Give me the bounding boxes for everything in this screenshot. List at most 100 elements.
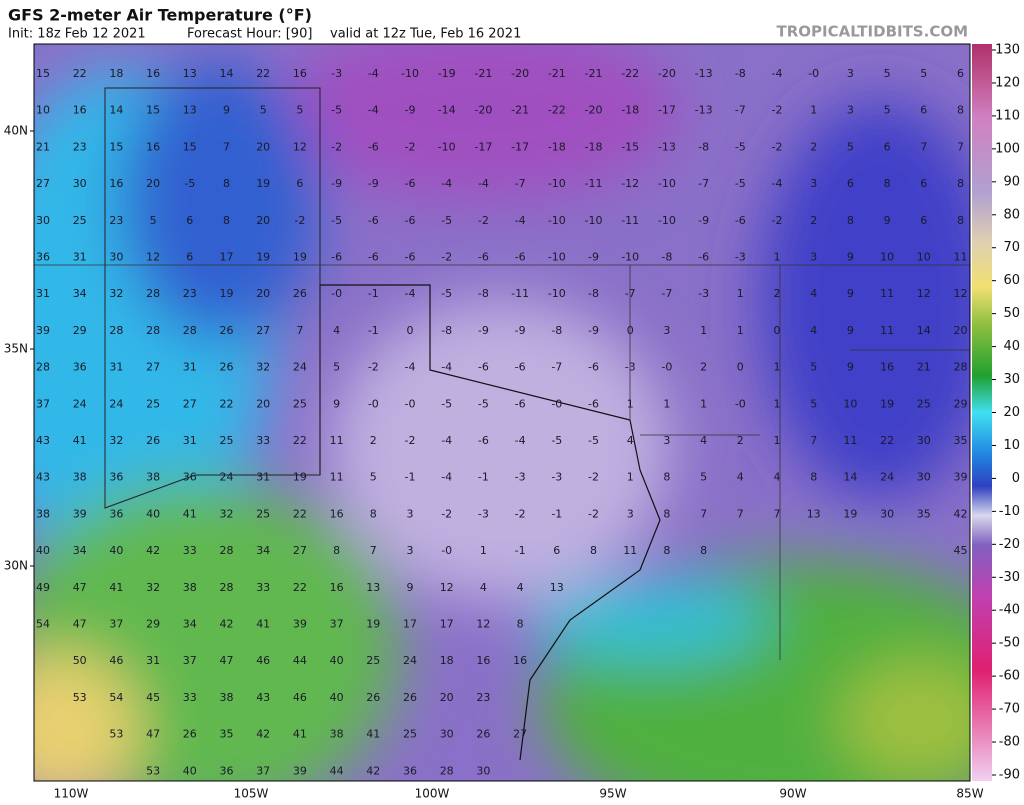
- grid-value: 8: [333, 544, 340, 557]
- grid-value: 25: [220, 434, 234, 447]
- grid-value: 5: [847, 140, 854, 153]
- grid-value: 1: [737, 324, 744, 337]
- grid-value: -4: [515, 434, 526, 447]
- grid-value: 2: [810, 140, 817, 153]
- grid-value: 20: [954, 324, 968, 337]
- grid-value: -0: [551, 397, 562, 410]
- grid-value: 34: [73, 287, 87, 300]
- grid-value: 31: [183, 361, 197, 374]
- grid-value: 15: [146, 104, 160, 117]
- grid-value: 37: [36, 397, 50, 410]
- grid-value: -10: [548, 214, 566, 227]
- grid-value: 1: [737, 287, 744, 300]
- longitude-label: 85W: [956, 787, 983, 801]
- grid-value: -3: [331, 67, 342, 80]
- grid-value: -10: [548, 287, 566, 300]
- colorbar-tick-label: 70: [1003, 240, 1020, 255]
- grid-value: -8: [661, 251, 672, 264]
- grid-value: -2: [588, 507, 599, 520]
- colorbar-tick-label: 90: [1003, 174, 1020, 189]
- grid-value: -8: [478, 287, 489, 300]
- grid-value: 15: [36, 67, 50, 80]
- grid-value: 13: [366, 581, 380, 594]
- grid-value: 7: [810, 434, 817, 447]
- grid-value: 25: [293, 397, 307, 410]
- grid-value: 31: [256, 471, 270, 484]
- grid-value: -4: [441, 434, 452, 447]
- grid-value: -4: [368, 67, 379, 80]
- grid-value: 5: [260, 104, 267, 117]
- grid-value: 10: [917, 251, 931, 264]
- grid-value: 11: [330, 471, 344, 484]
- grid-value: 1: [774, 251, 781, 264]
- grid-value: -2: [294, 214, 305, 227]
- temperature-field: [34, 44, 970, 781]
- grid-value: 10: [880, 251, 894, 264]
- colorbar-tick-label: 20: [1003, 405, 1020, 420]
- grid-value: -6: [368, 214, 379, 227]
- title: GFS 2-meter Air Temperature (°F): [8, 6, 312, 25]
- grid-value: 7: [700, 507, 707, 520]
- grid-value: 50: [73, 654, 87, 667]
- grid-value: 31: [36, 287, 50, 300]
- grid-value: 16: [293, 67, 307, 80]
- grid-value: -6: [405, 251, 416, 264]
- grid-value: 30: [880, 507, 894, 520]
- grid-value: 5: [810, 361, 817, 374]
- grid-value: -7: [551, 361, 562, 374]
- grid-value: -6: [515, 361, 526, 374]
- grid-value: -9: [331, 177, 342, 190]
- grid-value: 39: [36, 324, 50, 337]
- grid-value: -18: [621, 104, 639, 117]
- grid-value: 42: [256, 728, 270, 741]
- grid-value: 6: [553, 544, 560, 557]
- grid-value: -9: [368, 177, 379, 190]
- grid-value: -4: [368, 104, 379, 117]
- grid-value: 1: [774, 361, 781, 374]
- grid-value: -6: [515, 251, 526, 264]
- grid-value: -5: [184, 177, 195, 190]
- grid-value: 3: [663, 434, 670, 447]
- grid-value: 11: [623, 544, 637, 557]
- grid-value: 7: [737, 507, 744, 520]
- grid-value: 43: [256, 691, 270, 704]
- grid-value: 11: [843, 434, 857, 447]
- grid-value: 9: [223, 104, 230, 117]
- grid-value: -8: [588, 287, 599, 300]
- grid-value: 42: [954, 507, 968, 520]
- grid-value: 4: [810, 287, 817, 300]
- longitude-label: 105W: [234, 787, 269, 801]
- grid-value: -17: [474, 140, 492, 153]
- grid-value: 8: [223, 214, 230, 227]
- grid-value: 4: [774, 471, 781, 484]
- grid-value: -3: [478, 507, 489, 520]
- grid-value: -1: [368, 287, 379, 300]
- grid-value: 6: [920, 104, 927, 117]
- grid-value: 31: [146, 654, 160, 667]
- grid-value: -3: [698, 287, 709, 300]
- colorbar: [972, 44, 992, 781]
- grid-value: 36: [403, 764, 417, 777]
- grid-value: -8: [441, 324, 452, 337]
- grid-value: -3: [735, 251, 746, 264]
- grid-value: -15: [621, 140, 639, 153]
- grid-value: 26: [220, 324, 234, 337]
- grid-value: 16: [880, 361, 894, 374]
- grid-value: -2: [772, 104, 783, 117]
- grid-value: 41: [73, 434, 87, 447]
- grid-value: 23: [109, 214, 123, 227]
- grid-value: 22: [880, 434, 894, 447]
- grid-value: 35: [954, 434, 968, 447]
- grid-value: -6: [735, 214, 746, 227]
- grid-value: -1: [478, 471, 489, 484]
- grid-value: 3: [810, 251, 817, 264]
- grid-value: 6: [296, 177, 303, 190]
- grid-value: 8: [810, 471, 817, 484]
- grid-value: -20: [474, 104, 492, 117]
- grid-value: 7: [370, 544, 377, 557]
- grid-value: 33: [256, 434, 270, 447]
- grid-value: 31: [109, 361, 123, 374]
- grid-value: 6: [847, 177, 854, 190]
- grid-value: 3: [847, 67, 854, 80]
